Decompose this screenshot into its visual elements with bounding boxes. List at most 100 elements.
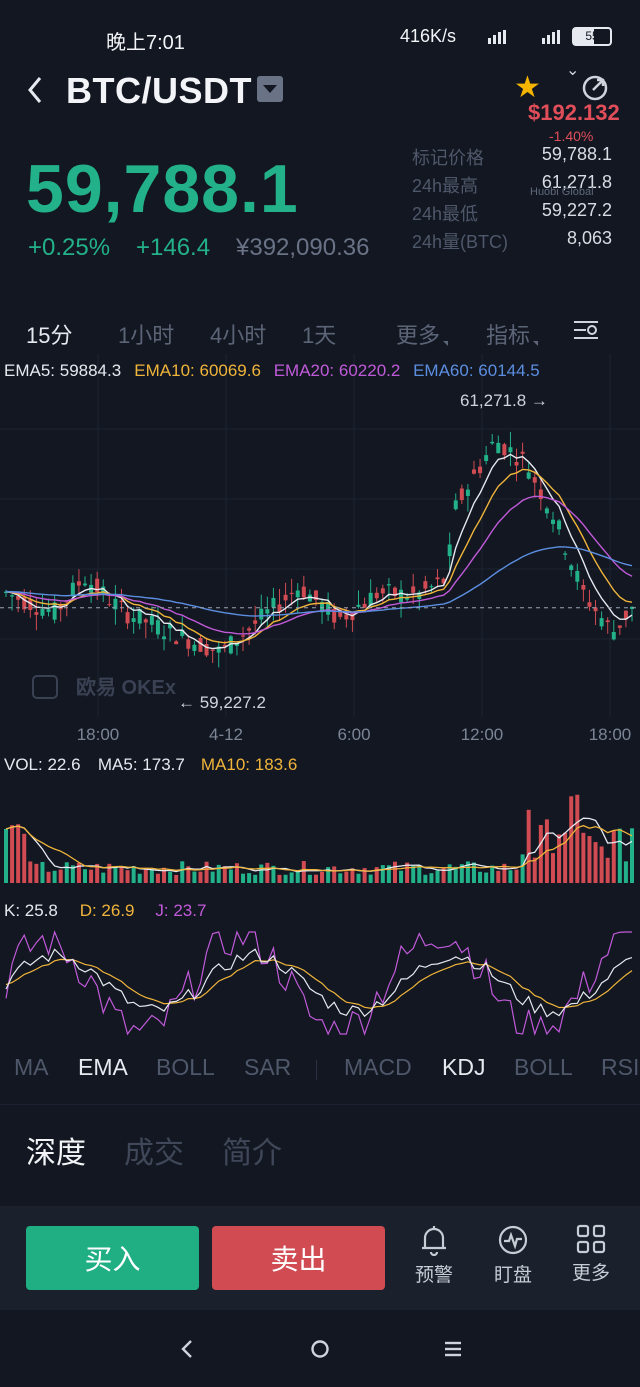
ind-boll[interactable]: BOLL xyxy=(156,1054,215,1080)
candle-body xyxy=(520,451,525,454)
volume-bar xyxy=(186,866,191,883)
ind-sar[interactable]: SAR xyxy=(244,1054,292,1080)
candle-body xyxy=(22,596,27,610)
share-icon[interactable] xyxy=(580,72,610,102)
nav-home-icon[interactable] xyxy=(305,1334,335,1364)
tab-intro[interactable]: 简介 xyxy=(222,1137,282,1170)
candle-body xyxy=(538,489,543,500)
candle-body xyxy=(271,597,276,608)
back-icon[interactable] xyxy=(24,74,48,106)
change-absolute: +146.4 xyxy=(136,234,211,261)
tab-depth[interactable]: 深度 xyxy=(26,1137,86,1170)
candle-body xyxy=(313,590,318,600)
ind-rsi[interactable]: RSI xyxy=(601,1054,640,1080)
volume-bar xyxy=(95,863,100,883)
candle-body xyxy=(216,646,221,653)
ema5-line xyxy=(5,453,633,650)
chevron-down-icon[interactable]: ⌄ xyxy=(566,62,580,79)
volume-bar xyxy=(107,863,112,883)
ind-macd[interactable]: MACD xyxy=(344,1054,412,1080)
volume-bar xyxy=(210,871,215,883)
candle-body xyxy=(228,636,233,654)
volume-bar xyxy=(143,868,148,883)
candle-body xyxy=(405,598,410,600)
candle-body xyxy=(83,583,88,586)
candle-body xyxy=(386,584,391,586)
candle-body xyxy=(557,520,562,530)
candle-body xyxy=(4,591,8,594)
indicator-tabs: MA EMA BOLL SAR MACD KDJ BOLL RSI xyxy=(0,1050,640,1086)
candle-body xyxy=(113,598,118,610)
candle-body xyxy=(295,590,300,598)
chart-settings-icon[interactable] xyxy=(572,318,600,342)
volume-bar xyxy=(64,862,69,883)
candle-body xyxy=(210,649,215,651)
tab-indicators[interactable]: 指标 xyxy=(486,318,530,350)
more-button[interactable]: 更多 xyxy=(561,1224,621,1285)
candle-body xyxy=(253,620,258,624)
watermark-text: Huobi Global xyxy=(530,186,594,198)
candle-body xyxy=(204,644,209,656)
candle-body xyxy=(301,586,306,598)
candle-body xyxy=(429,586,434,588)
kline-svg[interactable]: EMA5: 59884.3 EMA10: 60069.6 EMA20: 60220.… xyxy=(0,354,640,1054)
volume-bar xyxy=(192,871,197,883)
candle-body xyxy=(593,607,598,612)
ind-ma[interactable]: MA xyxy=(14,1054,49,1080)
candle-body xyxy=(338,609,343,617)
tab-4h[interactable]: 4小时 xyxy=(210,323,267,348)
volume-bar xyxy=(155,873,160,883)
volume-bar xyxy=(326,867,331,883)
sell-button[interactable]: 卖出 xyxy=(212,1226,385,1290)
tab-more[interactable]: 更多 xyxy=(396,318,440,350)
volume-bar xyxy=(465,861,470,883)
stat-24h-low: 24h最低 59,227.2 xyxy=(412,200,612,224)
watch-button[interactable]: 盯盘 xyxy=(483,1224,543,1287)
interval-tabs: 15分 1小时 4小时 1天 更多 指标 xyxy=(0,310,640,354)
ind-kdj[interactable]: KDJ xyxy=(442,1054,486,1080)
tab-trades[interactable]: 成交 xyxy=(124,1137,184,1170)
tab-1h[interactable]: 1小时 xyxy=(118,323,175,348)
candle-body xyxy=(581,585,586,590)
favorite-star-icon[interactable]: ★ xyxy=(514,71,541,104)
stat-24h-volume: 24h量(BTC) 8,063 xyxy=(412,228,612,252)
volume-bar xyxy=(520,854,525,883)
vol-legend-2: MA10: 183.6 xyxy=(201,755,297,774)
tab-1d[interactable]: 1天 xyxy=(302,323,337,348)
cny-value: ¥392,090.36 xyxy=(236,234,370,261)
candle-body xyxy=(143,619,148,623)
kline-chart[interactable]: EMA5: 59884.3 EMA10: 60069.6 EMA20: 60220.… xyxy=(0,354,640,1054)
candle-body xyxy=(411,586,416,593)
pair-dropdown-icon[interactable] xyxy=(257,76,283,102)
volume-bar xyxy=(502,863,507,883)
trading-pair-title[interactable]: BTC/USDT xyxy=(66,70,252,111)
volume-bar xyxy=(162,867,167,883)
candle-body xyxy=(101,586,106,596)
volume-bar xyxy=(174,874,179,883)
volume-bar xyxy=(137,873,142,883)
volume-bar xyxy=(490,865,495,883)
ind-ema[interactable]: EMA xyxy=(78,1054,128,1080)
tab-15m[interactable]: 15分 xyxy=(26,323,73,348)
candle-body xyxy=(34,612,39,615)
volume-bar xyxy=(307,874,312,883)
last-price: 59,788.1 xyxy=(26,151,299,227)
nav-back-icon[interactable] xyxy=(172,1334,202,1364)
volume-bar xyxy=(113,866,118,883)
volume-bar xyxy=(435,870,440,883)
candle-body xyxy=(283,594,288,601)
nav-recents-icon[interactable] xyxy=(438,1334,468,1364)
volume-bar xyxy=(4,828,8,883)
signal-icon xyxy=(488,30,506,44)
volume-bar xyxy=(380,865,385,883)
buy-button[interactable]: 买入 xyxy=(26,1226,199,1290)
candle-body xyxy=(350,613,355,621)
vol-legend-0: VOL: 22.6 xyxy=(4,755,81,774)
kdj-legend-2: J: 23.7 xyxy=(155,901,206,920)
volume-bar xyxy=(623,861,628,883)
alert-button[interactable]: 预警 xyxy=(404,1224,464,1287)
volume-bar xyxy=(575,794,580,883)
volume-bar xyxy=(10,825,15,883)
volume-bar xyxy=(234,863,239,883)
ind-boll-sub[interactable]: BOLL xyxy=(514,1054,573,1080)
